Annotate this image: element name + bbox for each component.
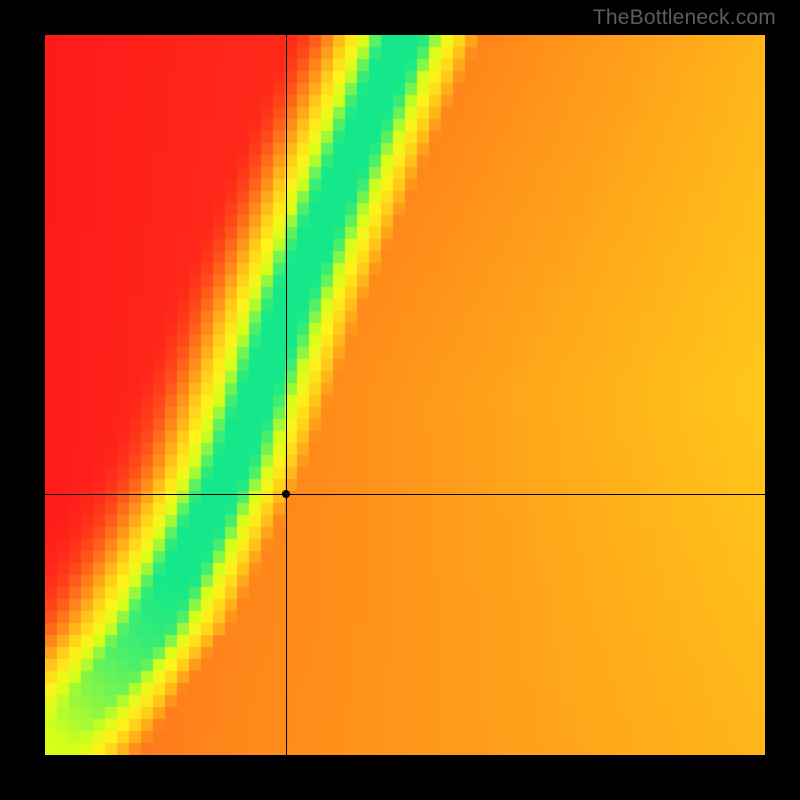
- plot-area: [45, 35, 765, 755]
- crosshair-dot: [282, 490, 290, 498]
- crosshair-vertical: [286, 35, 287, 755]
- crosshair-horizontal: [45, 494, 765, 495]
- watermark-text: TheBottleneck.com: [593, 6, 776, 30]
- heatmap-canvas: [45, 35, 765, 755]
- chart-container: TheBottleneck.com: [0, 0, 800, 800]
